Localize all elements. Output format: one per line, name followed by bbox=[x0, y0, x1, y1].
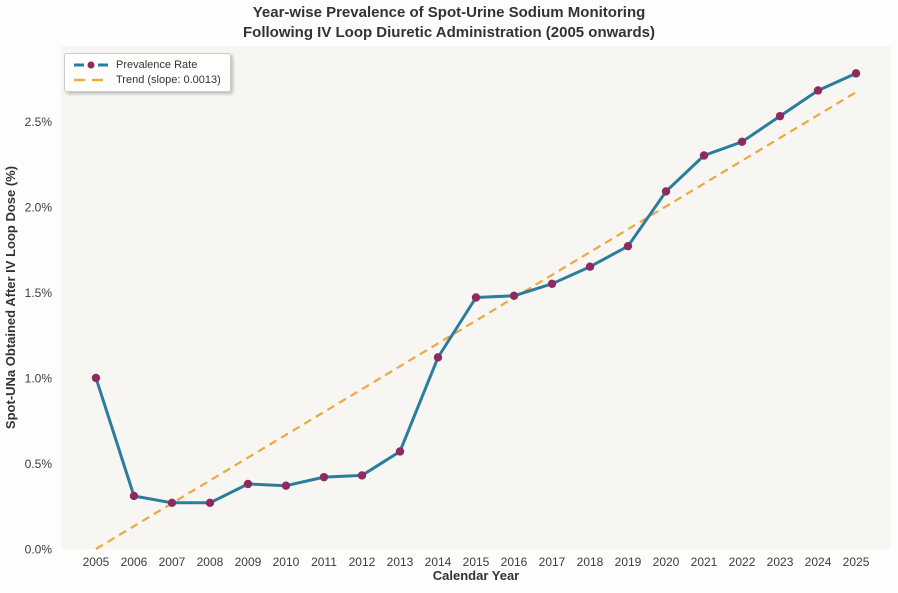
y-tick-label: 2.0% bbox=[25, 200, 53, 214]
data-point bbox=[91, 373, 101, 383]
data-point bbox=[281, 481, 291, 490]
data-point bbox=[585, 262, 595, 271]
legend-item-prevalence: Prevalence Rate bbox=[73, 59, 221, 71]
y-tick-label: 2.5% bbox=[25, 115, 53, 129]
y-axis-title: Spot-UNa Obtained After IV Loop Dose (%) bbox=[3, 166, 18, 429]
data-point bbox=[737, 137, 747, 147]
x-tick-label: 2006 bbox=[121, 555, 148, 569]
x-tick-label: 2020 bbox=[653, 555, 680, 569]
data-point bbox=[167, 498, 177, 508]
data-point bbox=[205, 498, 215, 508]
data-point bbox=[319, 472, 329, 482]
data-point bbox=[661, 187, 671, 196]
x-tick-label: 2023 bbox=[767, 555, 794, 569]
legend-item-label: Trend (slope: 0.0013) bbox=[116, 74, 221, 86]
legend-item-label: Prevalence Rate bbox=[116, 59, 198, 71]
data-point bbox=[775, 111, 785, 121]
y-tick-label: 1.5% bbox=[25, 286, 53, 300]
x-tick-label: 2007 bbox=[159, 555, 186, 569]
x-tick-label: 2012 bbox=[349, 555, 376, 569]
x-tick-label: 2025 bbox=[843, 555, 870, 569]
x-tick-label: 2022 bbox=[729, 555, 756, 569]
y-tick-label: 0.0% bbox=[25, 543, 53, 557]
x-tick-label: 2017 bbox=[539, 555, 566, 569]
x-tick-label: 2024 bbox=[805, 555, 832, 569]
x-tick-label: 2016 bbox=[501, 555, 528, 569]
x-tick-label: 2021 bbox=[691, 555, 718, 569]
x-tick-label: 2011 bbox=[311, 555, 337, 569]
data-point bbox=[129, 491, 139, 501]
chart-title-line2: Following IV Loop Diuretic Administratio… bbox=[243, 23, 655, 41]
chart-title: Year-wise Prevalence of Spot-Urine Sodiu… bbox=[0, 3, 898, 42]
data-point bbox=[395, 447, 405, 456]
data-point bbox=[699, 151, 709, 160]
x-tick-label: 2013 bbox=[387, 555, 414, 569]
x-tick-label: 2008 bbox=[197, 555, 224, 569]
data-point bbox=[357, 471, 367, 480]
x-tick-label: 2009 bbox=[235, 555, 262, 569]
data-point bbox=[623, 241, 633, 251]
data-point bbox=[813, 86, 823, 95]
legend: Prevalence Rate Trend (slope: 0.0013) bbox=[64, 53, 231, 92]
data-point bbox=[851, 69, 861, 78]
data-point bbox=[243, 479, 253, 489]
x-axis-title: Calendar Year bbox=[433, 568, 519, 583]
x-tick-label: 2019 bbox=[615, 555, 642, 569]
data-point bbox=[471, 293, 481, 302]
x-tick-label: 2010 bbox=[273, 555, 300, 569]
x-tick-label: 2015 bbox=[463, 555, 490, 569]
x-tick-label: 2005 bbox=[83, 555, 110, 569]
x-tick-label: 2018 bbox=[577, 555, 604, 569]
data-point bbox=[547, 279, 557, 289]
legend-item-trend: Trend (slope: 0.0013) bbox=[73, 74, 221, 86]
legend-dash-icon bbox=[74, 78, 103, 82]
y-tick-label: 1.0% bbox=[25, 371, 53, 385]
chart-title-line1: Year-wise Prevalence of Spot-Urine Sodiu… bbox=[252, 4, 646, 21]
data-point bbox=[433, 353, 443, 362]
legend-line-marker-icon bbox=[74, 61, 108, 69]
y-tick-label: 0.5% bbox=[25, 457, 53, 471]
x-tick-label: 2014 bbox=[425, 555, 452, 569]
data-point bbox=[509, 291, 519, 300]
